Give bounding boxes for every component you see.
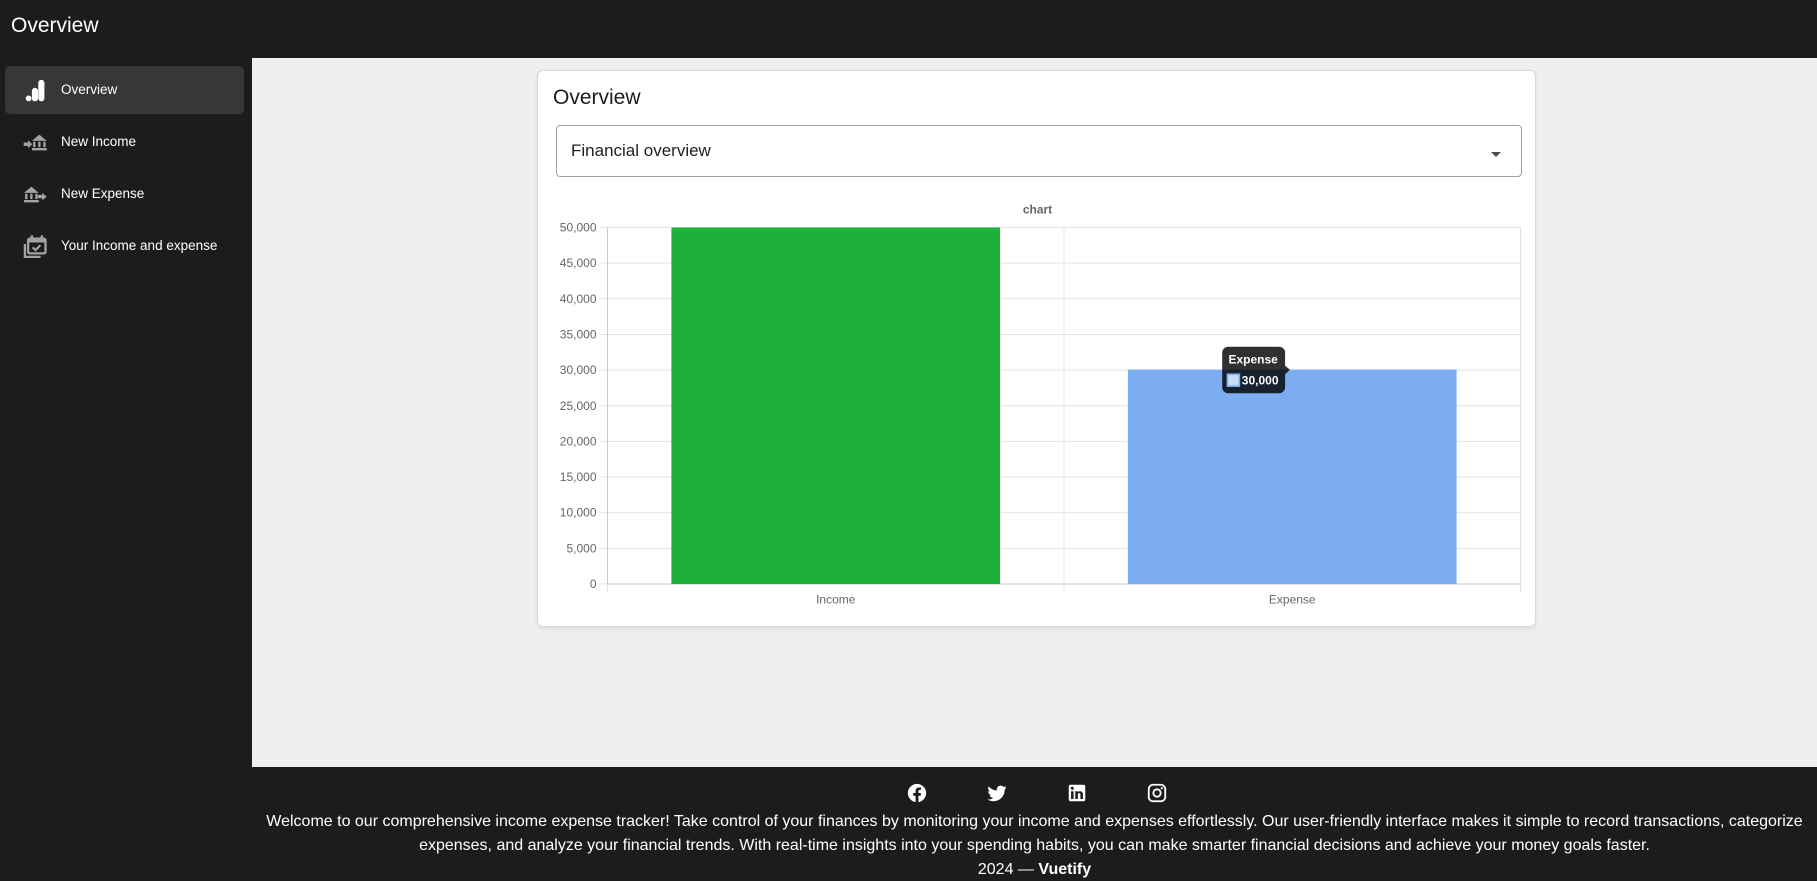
svg-text:10,000: 10,000 (560, 506, 597, 520)
svg-text:Expense: Expense (1269, 593, 1316, 607)
svg-text:50,000: 50,000 (560, 221, 597, 235)
svg-text:15,000: 15,000 (560, 470, 597, 484)
svg-text:25,000: 25,000 (560, 399, 597, 413)
svg-text:0: 0 (590, 577, 597, 591)
svg-text:chart: chart (1023, 203, 1052, 217)
svg-text:5,000: 5,000 (566, 541, 596, 555)
svg-text:45,000: 45,000 (560, 256, 597, 270)
svg-text:30,000: 30,000 (1242, 373, 1279, 387)
svg-text:35,000: 35,000 (560, 327, 597, 341)
svg-text:Income: Income (816, 593, 856, 607)
svg-text:30,000: 30,000 (560, 363, 597, 377)
svg-text:20,000: 20,000 (560, 434, 597, 448)
svg-text:Expense: Expense (1229, 352, 1279, 366)
svg-text:40,000: 40,000 (560, 292, 597, 306)
